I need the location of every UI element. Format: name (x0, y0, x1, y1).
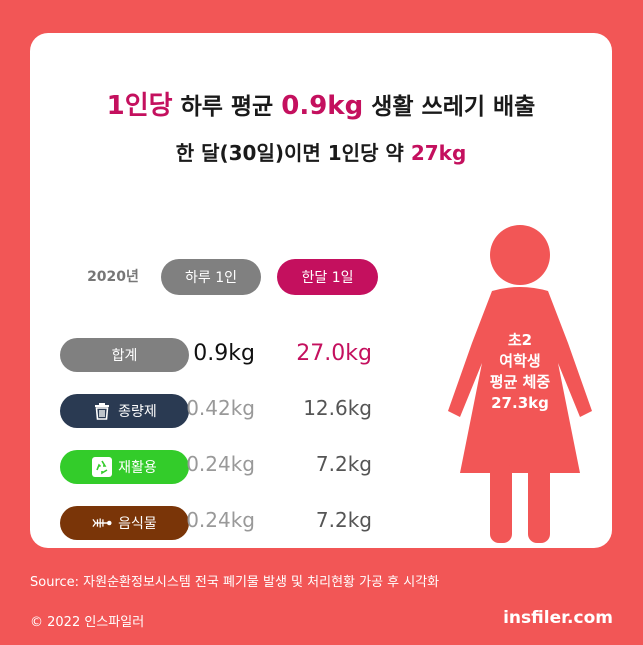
site-link[interactable]: insfiler.com (503, 608, 613, 628)
headline-waste: 생활 쓰레기 배출 (363, 94, 536, 120)
row-label-recycling-text: 재활용 (118, 460, 157, 476)
value-volume-daily: 0.42kg (186, 396, 255, 420)
value-food-monthly: 7.2kg (315, 508, 372, 532)
row-label-food-waste-text: 음식물 (118, 516, 157, 532)
value-food-daily: 0.24kg (186, 508, 255, 532)
headline-monthly-amount: 27kg (410, 141, 467, 165)
column-header-monthly-label: 한달 1일 (301, 270, 354, 286)
figure-caption: 초2 여학생 평균 체중 27.3kg (440, 330, 600, 414)
figure-caption-grade: 초2 (507, 331, 533, 349)
girl-figure-icon (448, 225, 592, 543)
recycle-icon (92, 457, 113, 477)
row-label-volume-based: 종량제 (60, 394, 189, 428)
row-label-food-waste: 음식물 (60, 506, 189, 540)
figure-caption-weight: 27.3kg (491, 394, 549, 412)
copyright: © 2022 인스파일러 (30, 615, 145, 630)
row-label-total: 합계 (60, 338, 189, 372)
figure-caption-student: 여학생 (499, 352, 541, 370)
info-card: 1인당 하루 평균 0.9kg 생활 쓰레기 배출 한 달(30일)이면 1인당… (30, 33, 612, 548)
year-label: 2020년 (87, 269, 139, 285)
headline-daily-average: 하루 평균 (172, 94, 282, 120)
row-label-volume-based-text: 종량제 (118, 404, 157, 420)
value-total-monthly: 27.0kg (296, 341, 372, 366)
fish-bone-icon (92, 513, 112, 533)
headline-line-2: 한 달(30일)이면 1인당 약 27kg (30, 137, 612, 166)
row-label-recycling: 재활용 (60, 450, 189, 484)
column-header-monthly: 한달 1일 (277, 259, 378, 295)
column-header-daily: 하루 1인 (161, 259, 261, 295)
row-label-total-text: 합계 (111, 348, 138, 364)
headline-monthly-text: 한 달(30일)이면 1인당 약 (175, 141, 411, 165)
figure-caption-weight-label: 평균 체중 (489, 373, 551, 391)
trash-can-icon (92, 401, 112, 421)
value-recycling-monthly: 7.2kg (315, 452, 372, 476)
source-note: Source: 자원순환정보시스템 전국 폐기물 발생 및 처리현황 가공 후 … (30, 575, 440, 590)
headline-per-person: 1인당 (106, 91, 173, 121)
headline-amount: 0.9kg (281, 91, 364, 121)
value-recycling-daily: 0.24kg (186, 452, 255, 476)
column-header-daily-label: 하루 1인 (185, 270, 237, 286)
value-total-daily: 0.9kg (193, 341, 255, 366)
headline-line-1: 1인당 하루 평균 0.9kg 생활 쓰레기 배출 (30, 85, 612, 122)
value-volume-monthly: 12.6kg (303, 396, 372, 420)
